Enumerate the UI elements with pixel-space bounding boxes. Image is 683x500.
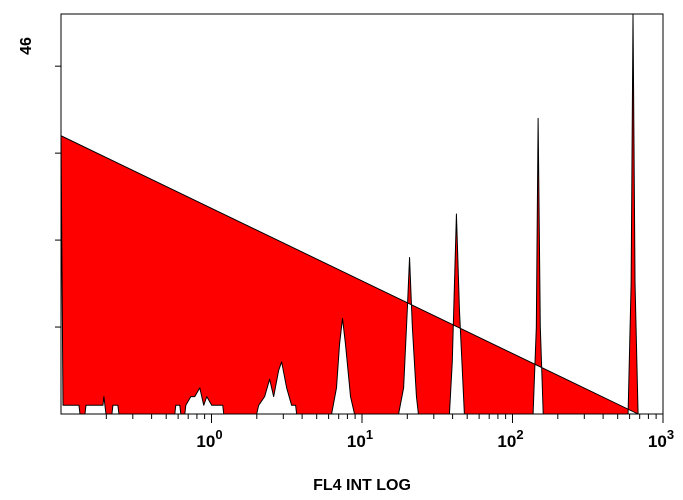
y-max-label: 46 (18, 37, 35, 55)
x-tick-label: 100 (196, 427, 222, 451)
x-tick-base: 10 (347, 432, 366, 451)
x-tick-base: 10 (497, 432, 516, 451)
x-tick-exponent: 0 (215, 427, 222, 442)
x-tick-base: 10 (648, 432, 667, 451)
x-tick-exponent: 3 (667, 427, 674, 442)
histogram-area (60, 13, 639, 415)
x-tick-exponent: 2 (516, 427, 523, 442)
x-tick-base: 10 (196, 432, 215, 451)
x-tick-label: 101 (347, 427, 373, 451)
x-tick-exponent: 1 (366, 427, 373, 442)
x-axis-label: FL4 INT LOG (313, 477, 411, 494)
x-tick-label: 102 (497, 427, 523, 451)
x-tick-label: 103 (648, 427, 674, 451)
